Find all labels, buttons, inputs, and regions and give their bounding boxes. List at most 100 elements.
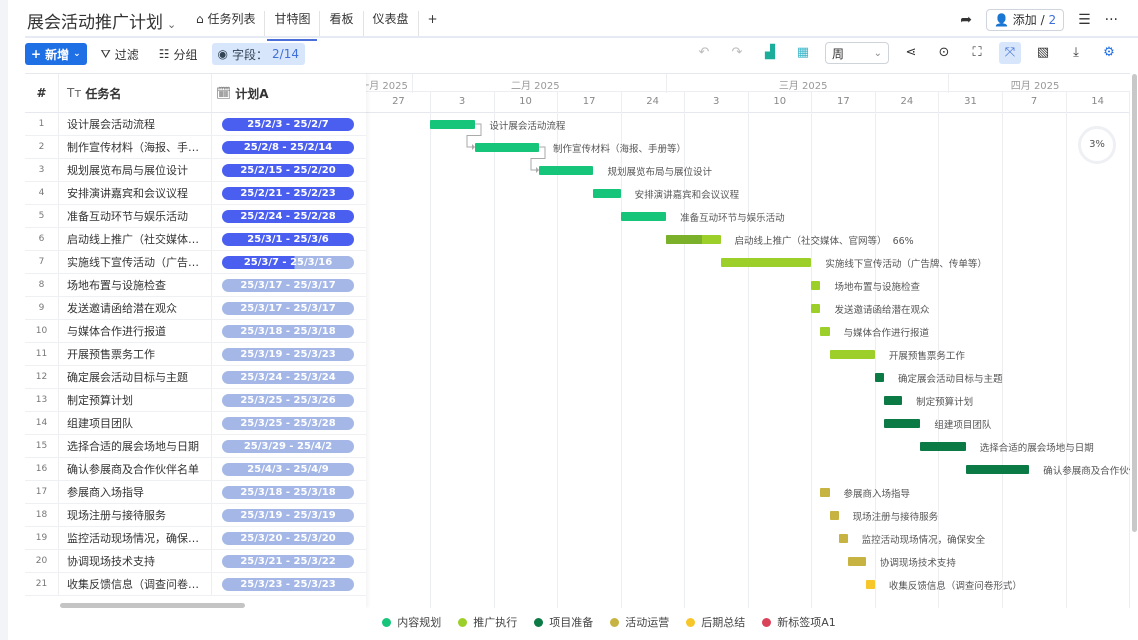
- plan-cell[interactable]: 25/2/21 - 25/2/23: [212, 182, 366, 204]
- plan-cell[interactable]: 25/2/24 - 25/2/28: [212, 205, 366, 227]
- plan-date-pill[interactable]: 25/3/20 - 25/3/20: [222, 531, 354, 545]
- table-row[interactable]: 14 组建项目团队 25/3/25 - 25/3/28: [25, 412, 366, 435]
- legend-item[interactable]: 活动运营: [610, 614, 669, 630]
- new-button[interactable]: + 新增 ⌄: [25, 43, 87, 65]
- filter-button[interactable]: ⛛ 过滤: [95, 43, 145, 65]
- task-bar[interactable]: [538, 166, 594, 175]
- task-name-cell[interactable]: 制定预算计划: [59, 389, 212, 411]
- table-row[interactable]: 8 场地布置与设施检查 25/3/17 - 25/3/17: [25, 274, 366, 297]
- legend-item[interactable]: 后期总结: [686, 614, 745, 630]
- plan-cell[interactable]: 25/2/3 - 25/2/7: [212, 113, 366, 135]
- table-row[interactable]: 12 确定展会活动目标与主题 25/3/24 - 25/3/24: [25, 366, 366, 389]
- task-bar[interactable]: [620, 212, 667, 221]
- task-bar[interactable]: [811, 281, 821, 290]
- task-bar[interactable]: [874, 373, 884, 382]
- task-name-cell[interactable]: 准备互动环节与娱乐活动: [59, 205, 212, 227]
- plan-cell[interactable]: 25/4/3 - 25/4/9: [212, 458, 366, 480]
- task-name-cell[interactable]: 选择合适的展会场地与日期: [59, 435, 212, 457]
- plan-cell[interactable]: 25/3/25 - 25/3/26: [212, 389, 366, 411]
- plan-date-pill[interactable]: 25/2/21 - 25/2/23: [222, 186, 354, 200]
- task-bar[interactable]: [820, 488, 830, 497]
- list-settings-icon[interactable]: ☰: [1078, 12, 1091, 28]
- table-row[interactable]: 16 确认参展商及合作伙伴名单 25/4/3 - 25/4/9: [25, 458, 366, 481]
- settings-gear-icon[interactable]: ⚙: [1103, 45, 1115, 60]
- task-bar[interactable]: [593, 189, 621, 198]
- plan-date-pill[interactable]: 25/4/3 - 25/4/9: [222, 462, 354, 476]
- plan-date-pill[interactable]: 25/3/18 - 25/3/18: [222, 324, 354, 338]
- download-icon[interactable]: ⤓: [1073, 45, 1079, 60]
- plan-date-pill[interactable]: 25/3/23 - 25/3/23: [222, 577, 354, 591]
- plan-cell[interactable]: 25/3/24 - 25/3/24: [212, 366, 366, 388]
- task-bar[interactable]: [838, 534, 848, 543]
- table-row[interactable]: 10 与媒体合作进行报道 25/3/18 - 25/3/18: [25, 320, 366, 343]
- table-row[interactable]: 7 实施线下宣传活动（广告牌、传单等） 25/3/7 - 25/3/16: [25, 251, 366, 274]
- task-name-cell[interactable]: 安排演讲嘉宾和会议议程: [59, 182, 212, 204]
- undo-icon[interactable]: ↶: [698, 45, 710, 60]
- task-name-cell[interactable]: 实施线下宣传活动（广告牌、传单等）: [59, 251, 212, 273]
- plan-date-pill[interactable]: 25/3/24 - 25/3/24: [222, 370, 354, 384]
- plan-cell[interactable]: 25/3/29 - 25/4/2: [212, 435, 366, 457]
- plan-date-pill[interactable]: 25/3/18 - 25/3/18: [222, 485, 354, 499]
- table-row[interactable]: 6 启动线上推广（社交媒体、官网等） 25/3/1 - 25/3/6: [25, 228, 366, 251]
- task-bar[interactable]: [666, 235, 721, 244]
- plan-date-pill[interactable]: 25/3/25 - 25/3/26: [222, 393, 354, 407]
- table-row[interactable]: 13 制定预算计划 25/3/25 - 25/3/26: [25, 389, 366, 412]
- table-row[interactable]: 3 规划展览布局与展位设计 25/2/15 - 25/2/20: [25, 159, 366, 182]
- plan-cell[interactable]: 25/3/17 - 25/3/17: [212, 297, 366, 319]
- task-bar[interactable]: [720, 258, 812, 267]
- task-bar[interactable]: [829, 511, 839, 520]
- task-name-cell[interactable]: 确定展会活动目标与主题: [59, 366, 212, 388]
- fit-view-icon[interactable]: ⛶: [972, 45, 982, 60]
- table-row[interactable]: 4 安排演讲嘉宾和会议议程 25/2/21 - 25/2/23: [25, 182, 366, 205]
- plan-date-pill[interactable]: 25/3/25 - 25/3/28: [222, 416, 354, 430]
- plan-cell[interactable]: 25/3/19 - 25/3/19: [212, 504, 366, 526]
- plan-cell[interactable]: 25/3/17 - 25/3/17: [212, 274, 366, 296]
- plan-date-pill[interactable]: 25/2/15 - 25/2/20: [222, 163, 354, 177]
- dependency-link[interactable]: [529, 146, 559, 173]
- plan-cell[interactable]: 25/3/1 - 25/3/6: [212, 228, 366, 250]
- plan-cell[interactable]: 25/3/25 - 25/3/28: [212, 412, 366, 434]
- plan-date-pill[interactable]: 25/3/19 - 25/3/19: [222, 508, 354, 522]
- plan-cell[interactable]: 25/3/18 - 25/3/18: [212, 481, 366, 503]
- table-row[interactable]: 11 开展预售票务工作 25/3/19 - 25/3/23: [25, 343, 366, 366]
- plan-cell[interactable]: 25/3/18 - 25/3/18: [212, 320, 366, 342]
- dependency-link[interactable]: [465, 123, 495, 150]
- tab-task-list[interactable]: ⌂ 任务列表: [187, 11, 266, 36]
- locate-today-icon[interactable]: ⊙: [938, 45, 950, 60]
- plan-date-pill[interactable]: 25/2/24 - 25/2/28: [222, 209, 354, 223]
- task-name-cell[interactable]: 协调现场技术支持: [59, 550, 212, 572]
- table-row[interactable]: 9 发送邀请函给潜在观众 25/3/17 - 25/3/17: [25, 297, 366, 320]
- task-bar[interactable]: [920, 442, 966, 451]
- table-row[interactable]: 19 监控活动现场情况，确保安全 25/3/20 - 25/3/20: [25, 527, 366, 550]
- plan-date-pill[interactable]: 25/3/21 - 25/3/22: [222, 554, 354, 568]
- vertical-scrollbar[interactable]: [1132, 74, 1137, 532]
- table-row[interactable]: 18 现场注册与接待服务 25/3/19 - 25/3/19: [25, 504, 366, 527]
- task-bar[interactable]: [865, 580, 875, 589]
- task-name-cell[interactable]: 收集反馈信息（调查问卷形式）: [59, 573, 212, 595]
- plan-date-pill[interactable]: 25/3/17 - 25/3/17: [222, 301, 354, 315]
- task-name-cell[interactable]: 场地布置与设施检查: [59, 274, 212, 296]
- plan-date-pill[interactable]: 25/3/1 - 25/3/6: [222, 232, 354, 246]
- col-plan-header[interactable]: 🗓 计划A: [212, 74, 366, 112]
- plan-date-pill[interactable]: 25/2/8 - 25/2/14: [222, 140, 354, 154]
- project-title[interactable]: 展会活动推广计划 ⌄: [27, 8, 176, 33]
- plan-cell[interactable]: 25/3/21 - 25/3/22: [212, 550, 366, 572]
- task-bar[interactable]: [811, 304, 821, 313]
- plan-date-pill[interactable]: 25/3/19 - 25/3/23: [222, 347, 354, 361]
- plan-date-pill[interactable]: 25/3/17 - 25/3/17: [222, 278, 354, 292]
- task-name-cell[interactable]: 现场注册与接待服务: [59, 504, 212, 526]
- table-row[interactable]: 20 协调现场技术支持 25/3/21 - 25/3/22: [25, 550, 366, 573]
- dependency-icon[interactable]: ⋖: [905, 45, 917, 60]
- task-name-cell[interactable]: 制作宣传材料（海报、手册等）: [59, 136, 212, 158]
- col-name-header[interactable]: Tт 任务名: [59, 74, 212, 112]
- task-bar[interactable]: [475, 143, 539, 152]
- plan-date-pill[interactable]: 25/3/29 - 25/4/2: [222, 439, 354, 453]
- task-name-cell[interactable]: 组建项目团队: [59, 412, 212, 434]
- task-bar[interactable]: [430, 120, 476, 129]
- add-member-button[interactable]: 👤 添加 / 2: [985, 9, 1065, 31]
- task-name-cell[interactable]: 确认参展商及合作伙伴名单: [59, 458, 212, 480]
- task-name-cell[interactable]: 规划展览布局与展位设计: [59, 159, 212, 181]
- plan-cell[interactable]: 25/2/8 - 25/2/14: [212, 136, 366, 158]
- table-row[interactable]: 5 准备互动环节与娱乐活动 25/2/24 - 25/2/28: [25, 205, 366, 228]
- fields-button[interactable]: ◉ 字段： 2/14: [211, 43, 305, 65]
